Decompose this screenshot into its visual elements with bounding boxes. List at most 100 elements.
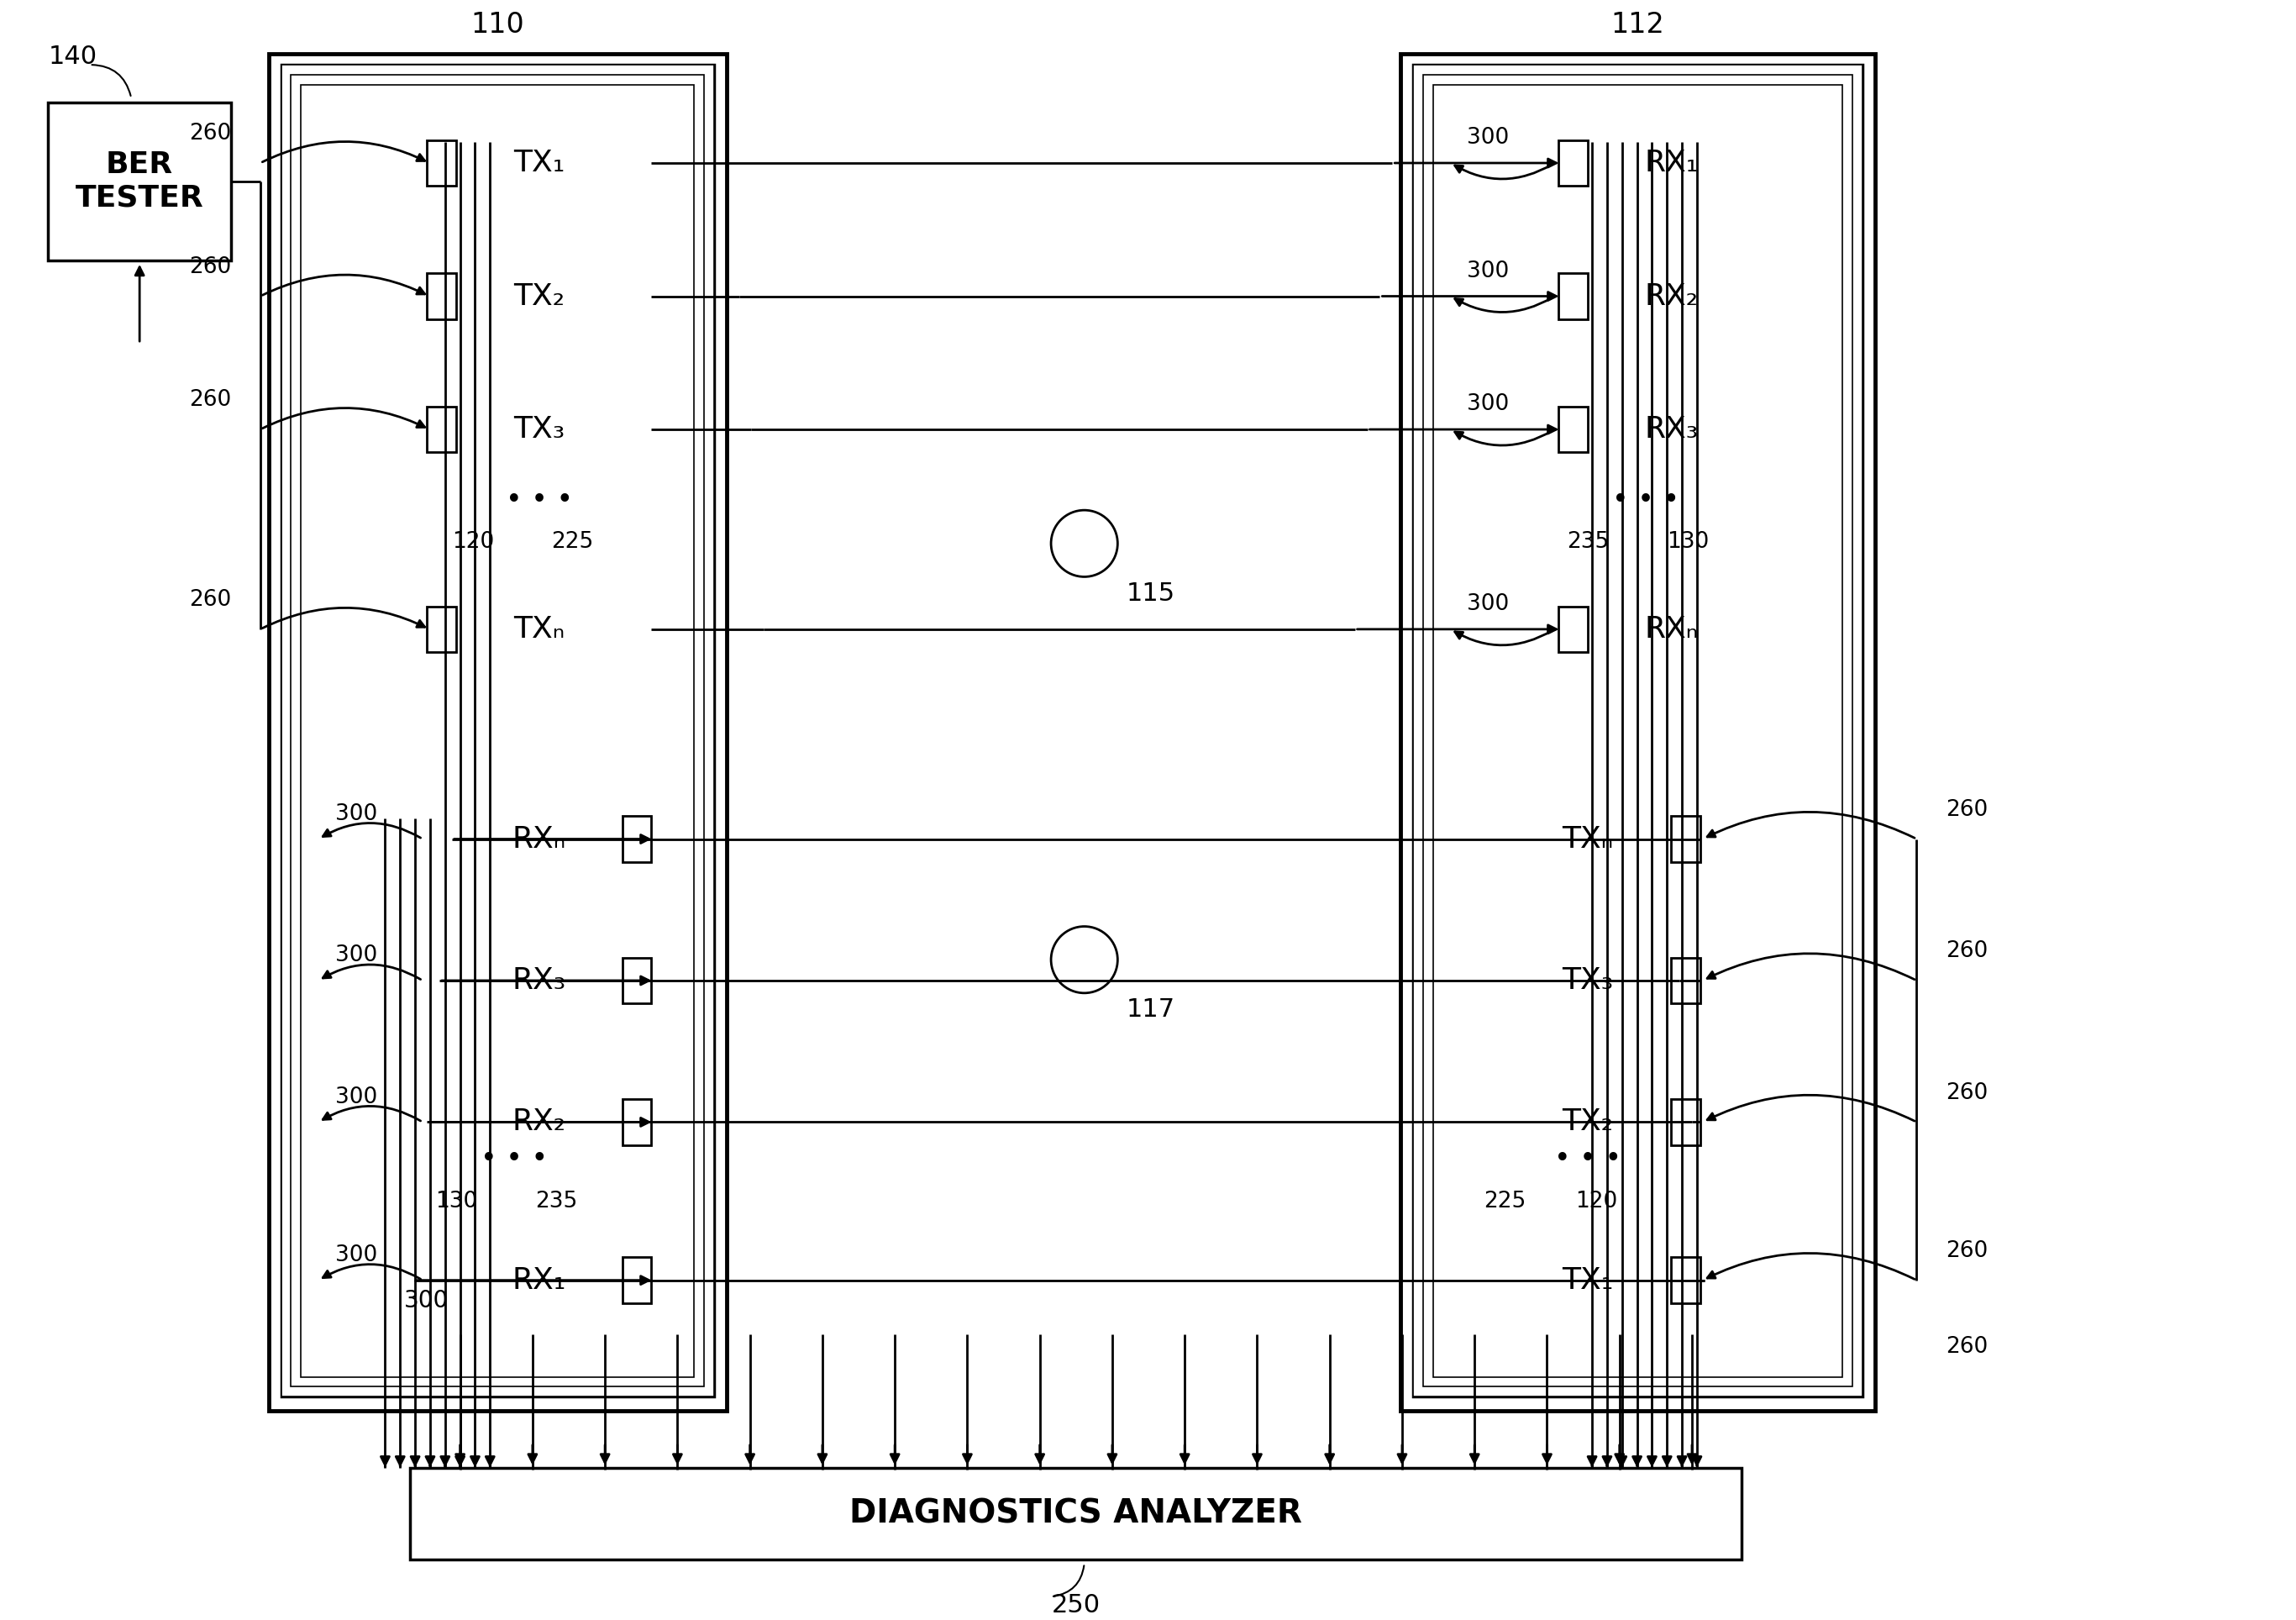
Text: 300: 300 [1467,261,1508,282]
Bar [622,1100,652,1145]
Text: • • •: • • • [1554,1145,1621,1173]
Text: BER
TESTER: BER TESTER [76,151,204,212]
Text: TXₙ: TXₙ [1561,825,1614,854]
Text: 300: 300 [1467,593,1508,616]
Text: 260: 260 [1945,799,1988,821]
Text: 300: 300 [1467,126,1508,149]
Bar [427,575,652,684]
Bar [1476,927,1701,1035]
Text: RX₁: RX₁ [1644,149,1699,177]
Bar [269,53,726,1411]
Text: 235: 235 [535,1191,576,1212]
Text: 140: 140 [48,44,96,68]
Text: TX₂: TX₂ [514,282,565,311]
Bar [427,407,457,452]
Bar [292,75,705,1387]
Text: RX₁: RX₁ [512,1265,567,1294]
Text: 260: 260 [188,123,232,144]
Bar [1559,139,1589,186]
Bar [622,1257,652,1302]
Bar [1559,575,1784,684]
Text: RXₙ: RXₙ [512,825,567,854]
Bar [1476,1068,1701,1176]
Text: RX₃: RX₃ [1644,415,1699,444]
Text: TX₃: TX₃ [1561,966,1614,995]
Bar [427,927,652,1035]
Text: 235: 235 [1568,531,1609,552]
Bar [301,84,693,1377]
Bar [1433,84,1844,1377]
Text: 250: 250 [1052,1592,1100,1617]
Text: 120: 120 [1575,1191,1619,1212]
Bar [1426,76,1825,726]
Bar [1559,606,1589,653]
Bar [1559,376,1784,483]
Bar [427,139,457,186]
Bar [1559,109,1784,217]
Text: RX₂: RX₂ [512,1108,567,1136]
Text: 260: 260 [188,590,232,611]
Text: 300: 300 [1467,394,1508,415]
Text: 260: 260 [188,256,232,279]
Text: RX₃: RX₃ [512,966,567,995]
Text: RX₂: RX₂ [1644,282,1699,311]
Bar [427,1068,652,1176]
Bar [1559,241,1784,350]
Bar [1426,752,1825,1375]
Text: 260: 260 [1945,941,1988,962]
Text: 117: 117 [1125,998,1176,1022]
Text: TXₙ: TXₙ [514,616,565,643]
Text: RXₙ: RXₙ [1644,616,1699,643]
Bar [294,76,693,726]
Text: 260: 260 [188,389,232,411]
Bar [622,816,652,862]
Bar [280,65,714,1396]
Text: 300: 300 [404,1290,450,1312]
Text: DIAGNOSTICS ANALYZER: DIAGNOSTICS ANALYZER [850,1497,1302,1529]
Bar [622,957,652,1003]
Bar [280,65,714,1396]
Text: TX₃: TX₃ [514,415,565,444]
Text: 120: 120 [452,531,494,552]
Bar [1559,274,1589,319]
Bar [1671,816,1701,862]
Text: 225: 225 [551,531,595,552]
Text: 110: 110 [471,11,523,39]
Text: TX₂: TX₂ [1561,1108,1614,1136]
Bar [1412,65,1862,1396]
Text: 130: 130 [434,1191,478,1212]
Text: 300: 300 [335,804,377,825]
Text: 300: 300 [335,1085,377,1108]
Bar [294,752,693,1375]
Bar [427,274,457,319]
Text: 300: 300 [335,1244,377,1267]
Bar [1476,786,1701,893]
Bar [1671,957,1701,1003]
Text: 112: 112 [1612,11,1665,39]
Bar [1671,1100,1701,1145]
Text: 130: 130 [1667,531,1708,552]
Bar [1401,53,1876,1411]
Text: TX₁: TX₁ [1561,1265,1614,1294]
Bar [427,786,652,893]
Text: • • •: • • • [480,1145,549,1173]
Bar [1559,407,1589,452]
Text: • • •: • • • [505,486,572,514]
Bar [1424,75,1853,1387]
Bar [1412,65,1862,1396]
Bar [427,109,652,217]
Bar [411,1468,1743,1558]
Bar [48,102,232,261]
Text: 260: 260 [1945,1241,1988,1262]
Bar [427,241,652,350]
Bar [427,376,652,483]
Text: 300: 300 [335,944,377,967]
Bar [427,606,457,653]
Text: 260: 260 [1945,1336,1988,1358]
Bar [1476,1226,1701,1335]
Bar [427,1226,652,1335]
Text: TX₁: TX₁ [514,149,565,177]
Text: 115: 115 [1125,582,1176,606]
Text: • • •: • • • [1612,486,1681,514]
Bar [1671,1257,1701,1302]
